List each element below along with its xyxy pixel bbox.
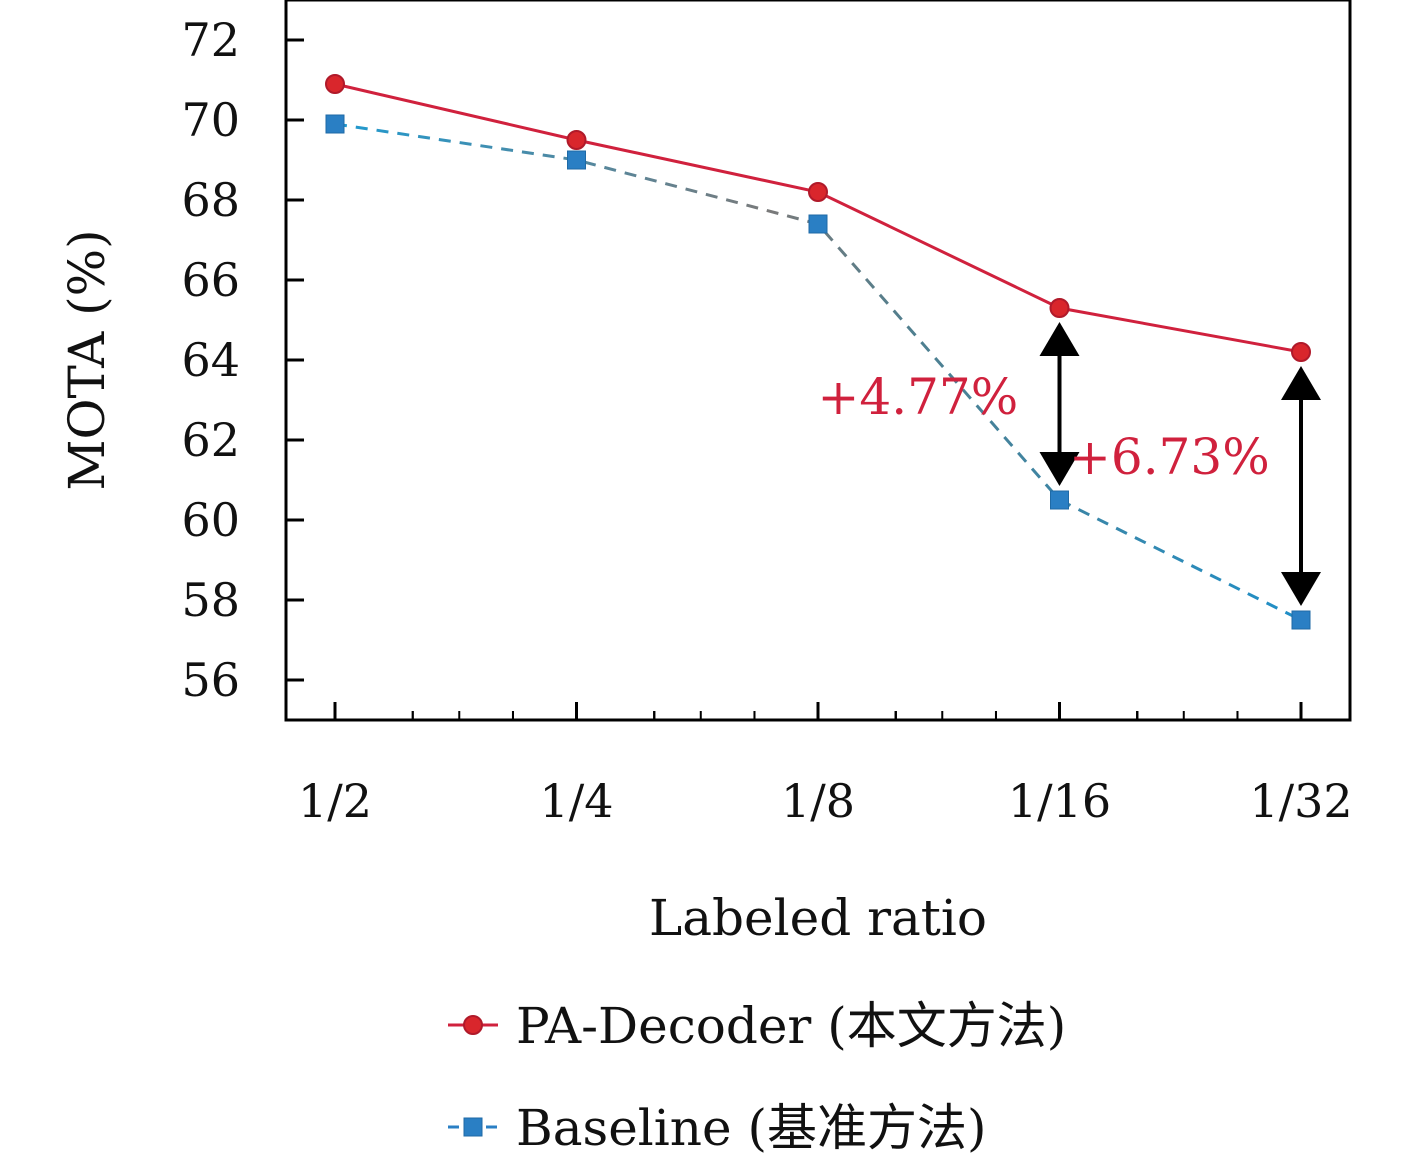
plot-frame — [286, 0, 1350, 720]
x-tick-label: 1/8 — [781, 774, 855, 828]
pa-decoder-point — [326, 75, 344, 93]
annotations: +4.77% +6.73% — [818, 322, 1322, 606]
baseline-point — [568, 151, 586, 169]
x-tick-label: 1/32 — [1249, 774, 1352, 828]
y-tick-label: 60 — [181, 493, 240, 547]
arrow-up-icon — [1281, 366, 1321, 400]
y-tick-label: 62 — [181, 413, 240, 467]
y-tick-label: 72 — [181, 13, 240, 67]
baseline-point — [1051, 491, 1069, 509]
gain-label: +4.77% — [818, 368, 1019, 426]
legend-marker — [464, 1016, 482, 1034]
legend-label: PA-Decoder (本文方法) — [516, 997, 1066, 1055]
arrow-up-icon — [1040, 322, 1080, 356]
series-lines — [335, 84, 1301, 620]
x-tick-label: 1/2 — [298, 774, 372, 828]
x-axis-title: Labeled ratio — [649, 889, 987, 947]
series-markers — [326, 75, 1310, 629]
y-tick-label: 66 — [181, 253, 240, 307]
x-tick-label: 1/4 — [539, 774, 613, 828]
y-tick-label: 70 — [181, 93, 240, 147]
pa-decoder-point — [1292, 343, 1310, 361]
y-axis-title: MOTA (%) — [58, 229, 116, 490]
pa-decoder-point — [809, 183, 827, 201]
pa-decoder-point — [568, 131, 586, 149]
baseline-point — [1292, 611, 1310, 629]
legend: PA-Decoder (本文方法) Baseline (基准方法) — [448, 997, 1066, 1157]
y-tick-label: 68 — [181, 173, 240, 227]
x-tick-label: 1/16 — [1008, 774, 1111, 828]
baseline-point — [326, 115, 344, 133]
gain-label: +6.73% — [1069, 428, 1270, 486]
arrow-down-icon — [1281, 572, 1321, 606]
pa-decoder-point — [1051, 299, 1069, 317]
baseline-point — [809, 215, 827, 233]
y-tick-label: 64 — [181, 333, 240, 387]
legend-label: Baseline (基准方法) — [516, 1099, 986, 1157]
legend-marker — [464, 1118, 482, 1136]
y-tick-label: 56 — [181, 653, 240, 707]
y-tick-label: 58 — [181, 573, 240, 627]
plot-area: 1/2 1/4 1/8 1/16 1/32 56 58 60 62 64 66 68 70 72 +4.… — [181, 0, 1352, 828]
